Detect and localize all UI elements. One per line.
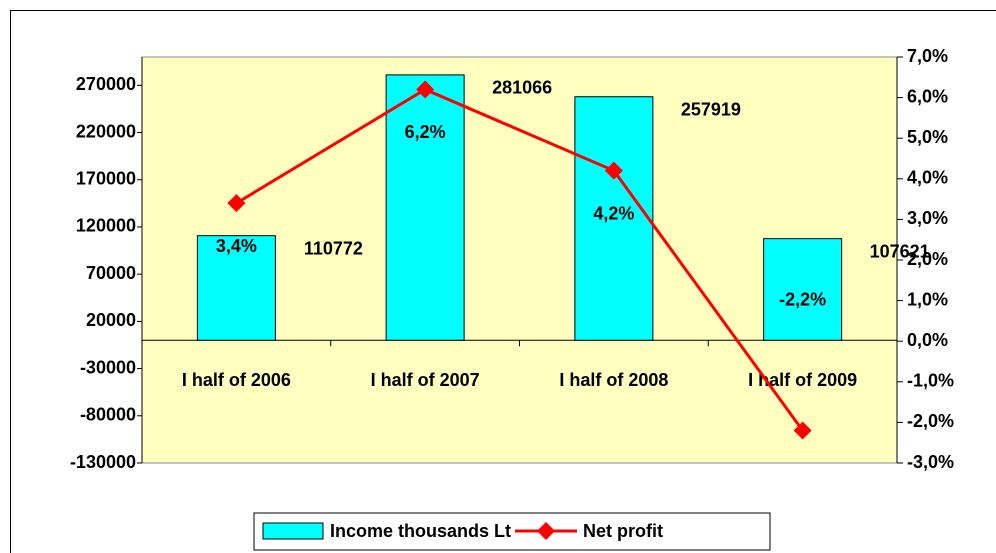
x-tick-label-box: I half of 2008 <box>559 370 669 391</box>
legend-label: Income thousands Lt <box>330 521 511 541</box>
y2-tick-label: 5,0% <box>907 127 948 147</box>
y-tick-label: 170000 <box>76 168 136 188</box>
bar <box>574 96 654 341</box>
y2-tick-label: 0,0% <box>907 330 948 350</box>
y2-tick-label: 2,0% <box>907 249 948 269</box>
line-value-label: 6,2% <box>405 122 446 142</box>
y2-tick-label: -1,0% <box>907 371 954 391</box>
line-marker <box>227 194 246 213</box>
line-marker <box>793 421 812 440</box>
y2-tick-label: 6,0% <box>907 86 948 106</box>
x-tick-label: I half of 2009 <box>748 370 858 391</box>
legend-label: Net profit <box>583 521 663 541</box>
x-tick-label-box: I half of 2006 <box>181 370 291 391</box>
y2-tick-label: 1,0% <box>907 289 948 309</box>
line-value-label: -2,2% <box>779 289 826 309</box>
legend-box <box>253 512 771 551</box>
y-tick-label: -80000 <box>80 405 136 425</box>
y2-tick-label: -2,0% <box>907 411 954 431</box>
line <box>235 87 804 432</box>
bar-value-label: 110772 <box>304 238 363 258</box>
bar <box>763 238 843 341</box>
bar-value-label: 107621 <box>870 241 930 261</box>
line-value-label: 3,4% <box>216 236 257 256</box>
line-marker <box>416 80 435 99</box>
y2-tick-label: 4,0% <box>907 168 948 188</box>
y-tick-label: -130000 <box>70 452 136 472</box>
bar <box>196 235 276 341</box>
y2-tick-label: 3,0% <box>907 208 948 228</box>
y-tick-label: 120000 <box>76 216 136 236</box>
y2-tick-label: 7,0% <box>907 46 948 66</box>
x-tick-label: I half of 2006 <box>181 370 291 391</box>
bar-value-label: 257919 <box>681 99 741 119</box>
x-tick-label-box: I half of 2009 <box>748 370 858 391</box>
y2-tick-label: -3,0% <box>907 452 954 472</box>
line-marker <box>604 161 623 180</box>
y-tick-label: 270000 <box>76 74 136 94</box>
line-value-label: 4,2% <box>593 203 634 223</box>
x-tick-label: I half of 2008 <box>559 370 669 391</box>
legend-swatch <box>262 522 324 540</box>
y-tick-label: 220000 <box>76 121 136 141</box>
y-tick-label: 20000 <box>86 310 136 330</box>
legend-marker <box>537 522 555 540</box>
y-tick-label: -30000 <box>80 357 136 377</box>
y-tick-label: 70000 <box>86 263 136 283</box>
bar <box>385 74 465 341</box>
x-tick-label-box: I half of 2007 <box>370 370 480 391</box>
bar-value-label: 281066 <box>492 78 552 98</box>
x-tick-label: I half of 2007 <box>370 370 480 391</box>
